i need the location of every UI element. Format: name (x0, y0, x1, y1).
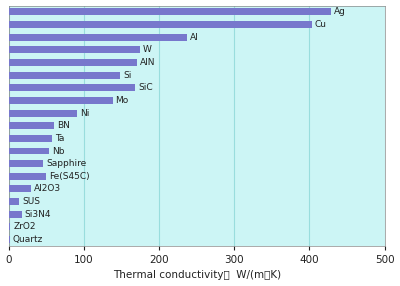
Bar (9, 198, 19, 205)
Bar (9, 110, 77, 116)
Bar (9, 46, 140, 53)
Bar (9, 59, 136, 66)
X-axis label: Thermal conductivity／  W/(m・K): Thermal conductivity／ W/(m・K) (113, 271, 281, 281)
Bar (9, 84, 135, 91)
Text: Quartz: Quartz (13, 235, 43, 244)
Text: W: W (142, 45, 152, 54)
Bar (9, 236, 10, 243)
Text: Ta: Ta (55, 134, 64, 143)
Text: Al2O3: Al2O3 (34, 184, 62, 193)
Bar (9, 173, 46, 180)
Text: SUS: SUS (22, 197, 40, 206)
Text: AlN: AlN (140, 58, 155, 67)
Bar (9, 223, 10, 230)
Text: Si3N4: Si3N4 (24, 210, 51, 219)
Text: Ag: Ag (334, 7, 346, 16)
Bar (9, 34, 187, 41)
Text: Si: Si (123, 71, 132, 80)
Text: BN: BN (57, 121, 70, 130)
Bar (9, 211, 22, 218)
Text: Nb: Nb (52, 146, 65, 156)
Text: Fe(S45C): Fe(S45C) (49, 172, 90, 181)
Text: SiC: SiC (138, 83, 153, 92)
Bar (9, 160, 43, 167)
Bar (9, 148, 49, 154)
Text: ZrO2: ZrO2 (13, 223, 36, 231)
Bar (9, 185, 31, 192)
Bar (9, 72, 120, 79)
Bar (9, 122, 54, 129)
Text: Mo: Mo (116, 96, 129, 105)
Bar (9, 8, 331, 15)
Bar (9, 135, 52, 142)
Text: Cu: Cu (315, 20, 327, 29)
Text: Al: Al (190, 33, 199, 42)
Bar (9, 97, 112, 104)
Text: Sapphire: Sapphire (46, 159, 87, 168)
Text: Ni: Ni (80, 109, 90, 118)
Bar (9, 21, 312, 28)
